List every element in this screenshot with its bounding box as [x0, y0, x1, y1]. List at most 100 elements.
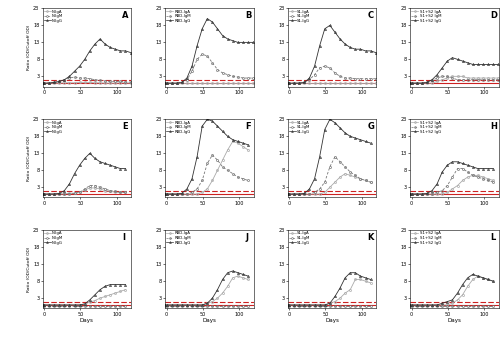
Legend: S1+S2 IgA, S1+S2 IgM, S1+S2 IgG: S1+S2 IgA, S1+S2 IgM, S1+S2 IgG — [411, 120, 442, 134]
S1-IgA — [316, 81, 322, 85]
S1-IgA — [358, 81, 364, 85]
N-IgG — [102, 284, 108, 288]
RBD-IgG — [168, 192, 174, 196]
S1+S2 IgM — [450, 76, 456, 80]
N-IgM — [102, 79, 108, 83]
Line: N-IgG: N-IgG — [42, 152, 126, 195]
S1+S2 IgM — [429, 304, 435, 308]
N-IgA — [118, 81, 124, 85]
RBD-IgA — [194, 192, 200, 196]
S1-IgA — [302, 303, 308, 307]
N-IgG — [46, 81, 52, 85]
RBD-IgA — [245, 277, 251, 281]
RBD-IgG — [189, 64, 195, 68]
N-IgM — [40, 304, 46, 308]
S1-IgM — [347, 76, 353, 80]
S1-IgG — [327, 23, 333, 27]
RBD-IgM — [189, 190, 195, 194]
S1-IgG — [296, 192, 302, 196]
RBD-IgA — [194, 303, 200, 307]
Line: N-IgG: N-IgG — [42, 38, 132, 84]
S1+S2 IgG — [414, 192, 420, 196]
S1+S2 IgM — [408, 304, 414, 308]
S1-IgG — [342, 131, 348, 135]
N-IgG — [82, 57, 87, 61]
S1-IgA — [327, 185, 333, 189]
N-IgG — [122, 49, 128, 53]
S1-IgM — [284, 304, 290, 308]
N-IgM — [82, 187, 87, 191]
S1-IgG — [347, 271, 353, 275]
N-IgM — [92, 184, 98, 188]
S1-IgG — [322, 27, 328, 31]
RBD-IgA — [168, 192, 174, 196]
S1-IgA — [358, 277, 364, 281]
S1+S2 IgA — [414, 192, 420, 196]
S1-IgA — [296, 303, 302, 307]
RBD-IgM — [230, 74, 236, 79]
S1-IgG — [302, 303, 308, 307]
S1-IgM — [372, 77, 378, 81]
RBD-IgA — [220, 81, 226, 85]
RBD-IgM — [204, 161, 210, 165]
RBD-IgM — [184, 192, 190, 196]
S1-IgG — [362, 140, 368, 144]
S1+S2 IgA — [454, 184, 460, 188]
S1+S2 IgA — [480, 76, 486, 80]
S1+S2 IgA — [408, 303, 414, 307]
S1+S2 IgA — [407, 303, 413, 307]
Line: S1+S2 IgG: S1+S2 IgG — [409, 57, 500, 84]
N-IgM — [107, 189, 113, 193]
RBD-IgA — [189, 192, 195, 196]
RBD-IgG — [250, 40, 256, 44]
S1+S2 IgM — [496, 78, 500, 82]
S1-IgG — [358, 274, 364, 278]
N-IgM — [87, 77, 93, 81]
S1+S2 IgG — [475, 62, 481, 66]
N-IgG — [66, 74, 72, 79]
Line: S1+S2 IgM: S1+S2 IgM — [409, 305, 494, 307]
S1+S2 IgG — [439, 170, 445, 174]
RBD-IgM — [235, 304, 241, 308]
RBD-IgG — [210, 296, 216, 300]
Line: S1+S2 IgG: S1+S2 IgG — [409, 161, 494, 195]
N-IgG — [72, 303, 78, 307]
N-IgG — [112, 282, 118, 286]
N-IgG — [118, 49, 124, 53]
S1+S2 IgG — [454, 291, 460, 295]
S1+S2 IgA — [439, 192, 445, 196]
S1+S2 IgG — [450, 160, 456, 164]
Line: S1-IgG: S1-IgG — [286, 272, 372, 306]
S1-IgA — [372, 81, 378, 85]
RBD-IgG — [230, 39, 236, 43]
RBD-IgG — [168, 303, 174, 307]
S1-IgA — [316, 192, 322, 196]
S1-IgA — [286, 81, 292, 85]
S1+S2 IgA — [439, 78, 445, 82]
S1+S2 IgA — [444, 190, 450, 194]
S1+S2 IgA — [460, 179, 466, 183]
Legend: S1+S2 IgA, S1+S2 IgM, S1+S2 IgG: S1+S2 IgA, S1+S2 IgM, S1+S2 IgG — [411, 231, 442, 245]
S1-IgM — [358, 304, 364, 308]
N-IgM — [102, 304, 108, 308]
S1+S2 IgA — [408, 81, 414, 85]
S1-IgA — [284, 303, 290, 307]
S1-IgG — [284, 81, 290, 85]
S1+S2 IgM — [429, 79, 435, 83]
RBD-IgA — [224, 148, 230, 152]
S1-IgG — [316, 155, 322, 159]
S1+S2 IgG — [407, 81, 413, 85]
S1+S2 IgG — [419, 192, 425, 196]
RBD-IgA — [199, 303, 205, 307]
RBD-IgM — [174, 81, 180, 85]
S1-IgA — [284, 192, 290, 196]
S1+S2 IgA — [434, 192, 440, 196]
S1+S2 IgA — [475, 173, 481, 177]
RBD-IgM — [214, 67, 220, 71]
N-IgA — [41, 81, 47, 85]
Line: N-IgA: N-IgA — [42, 288, 126, 306]
S1+S2 IgG — [444, 163, 450, 167]
S1+S2 IgG — [434, 73, 440, 77]
S1-IgM — [291, 192, 297, 196]
S1-IgG — [342, 276, 348, 280]
